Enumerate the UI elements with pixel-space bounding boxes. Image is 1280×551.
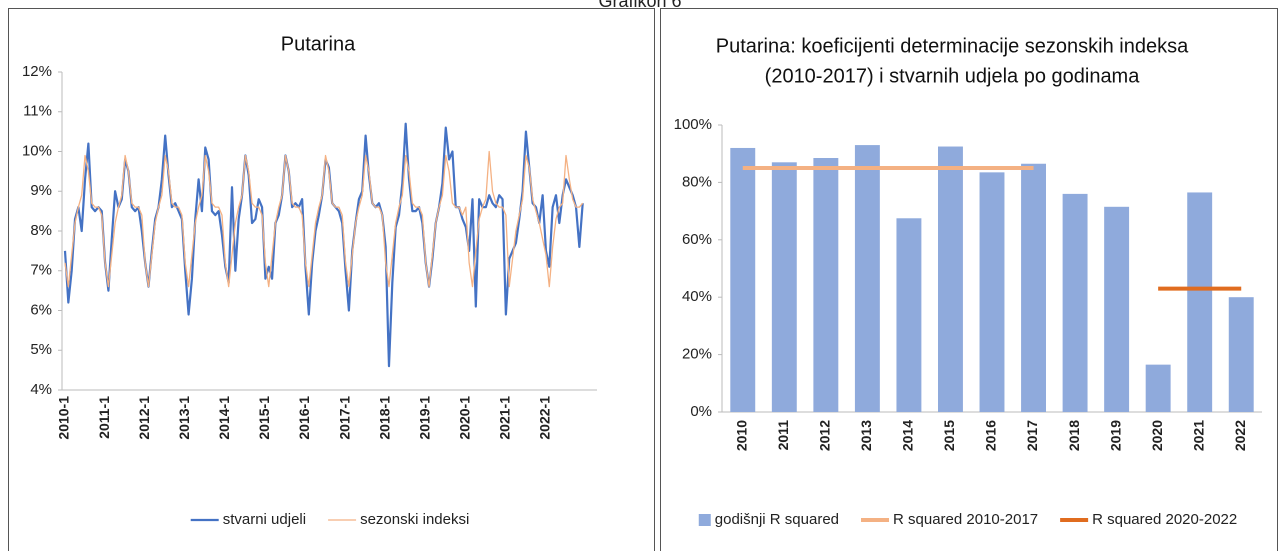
bar [1104,206,1130,412]
x-tick-label: 2012-1 [136,396,152,440]
legend-label: godišnji R squared [715,511,839,528]
x-tick-label: 2011-1 [96,396,112,439]
y-tick-label: 20% [682,346,712,363]
x-tick-label: 2020 [1149,420,1165,451]
bar [896,218,922,412]
x-tick-label: 2014-1 [216,396,232,440]
panel-border [8,8,655,551]
y-tick-label: 5% [30,341,52,358]
page-title: Grafikon 6 [598,0,681,11]
bar [979,172,1005,412]
y-tick-label: 12% [22,63,52,80]
x-tick-label: 2015 [941,420,957,451]
y-tick-label: 6% [30,301,52,318]
x-tick-label: 2018-1 [376,396,392,440]
y-tick-label: 0% [690,403,712,420]
y-tick-label: 4% [30,381,52,398]
x-tick-label: 2021-1 [497,396,513,440]
bar [813,158,839,412]
bar [1228,297,1254,412]
x-tick-label: 2012 [817,420,833,451]
y-tick-label: 9% [30,182,52,199]
series-line [63,122,584,368]
x-tick-label: 2022 [1232,420,1248,451]
panel-border [660,8,1278,551]
bar [854,145,880,412]
y-tick-label: 80% [682,173,712,190]
x-tick-label: 2010 [733,420,749,451]
x-tick-label: 2014 [900,420,916,451]
chart-title: (2010-2017) i stvarnih udjela po godinam… [765,65,1141,87]
legend-label: R squared 2020-2022 [1092,511,1237,528]
bar [1145,364,1171,412]
x-tick-label: 2020-1 [457,396,473,440]
series-line [64,150,584,288]
x-tick-label: 2011 [775,420,791,451]
x-tick-label: 2016 [983,420,999,451]
x-tick-label: 2019-1 [416,396,432,440]
x-tick-label: 2013 [858,420,874,451]
legend-label: sezonski indeksi [360,511,469,528]
legend-item: R squared 2020-2022 [1060,511,1237,528]
bar [1062,193,1088,412]
y-tick-label: 60% [682,231,712,248]
legend-item: sezonski indeksi [328,511,469,528]
chart-title: Putarina: koeficijenti determinacije sez… [716,35,1189,57]
x-tick-label: 2016-1 [296,396,312,440]
x-tick-label: 2017-1 [336,396,352,440]
y-tick-label: 40% [682,288,712,305]
legend-label: R squared 2010-2017 [893,511,1038,528]
x-tick-label: 2017 [1024,420,1040,451]
bar [938,146,963,412]
x-tick-label: 2015-1 [256,396,272,440]
legend-swatch [698,514,711,526]
bar [771,162,797,412]
y-tick-label: 100% [674,116,712,133]
x-tick-label: 2022-1 [537,396,553,440]
bar [1021,163,1046,412]
x-tick-label: 2013-1 [176,396,192,440]
y-tick-label: 11% [23,103,52,120]
x-tick-label: 2019 [1107,420,1123,451]
legend-item: R squared 2010-2017 [861,511,1038,528]
y-tick-label: 7% [30,262,52,279]
x-tick-label: 2010-1 [56,396,72,440]
y-tick-label: 10% [22,142,52,159]
legend-label: stvarni udjeli [223,511,306,528]
x-tick-label: 2018 [1066,420,1082,451]
x-tick-label: 2021 [1190,420,1206,451]
bar [1187,192,1213,412]
chart-title: Putarina [281,33,356,55]
legend-item: stvarni udjeli [190,511,306,528]
y-tick-label: 8% [30,222,52,239]
bar [730,147,756,412]
legend-item: godišnji R squared [698,511,839,528]
